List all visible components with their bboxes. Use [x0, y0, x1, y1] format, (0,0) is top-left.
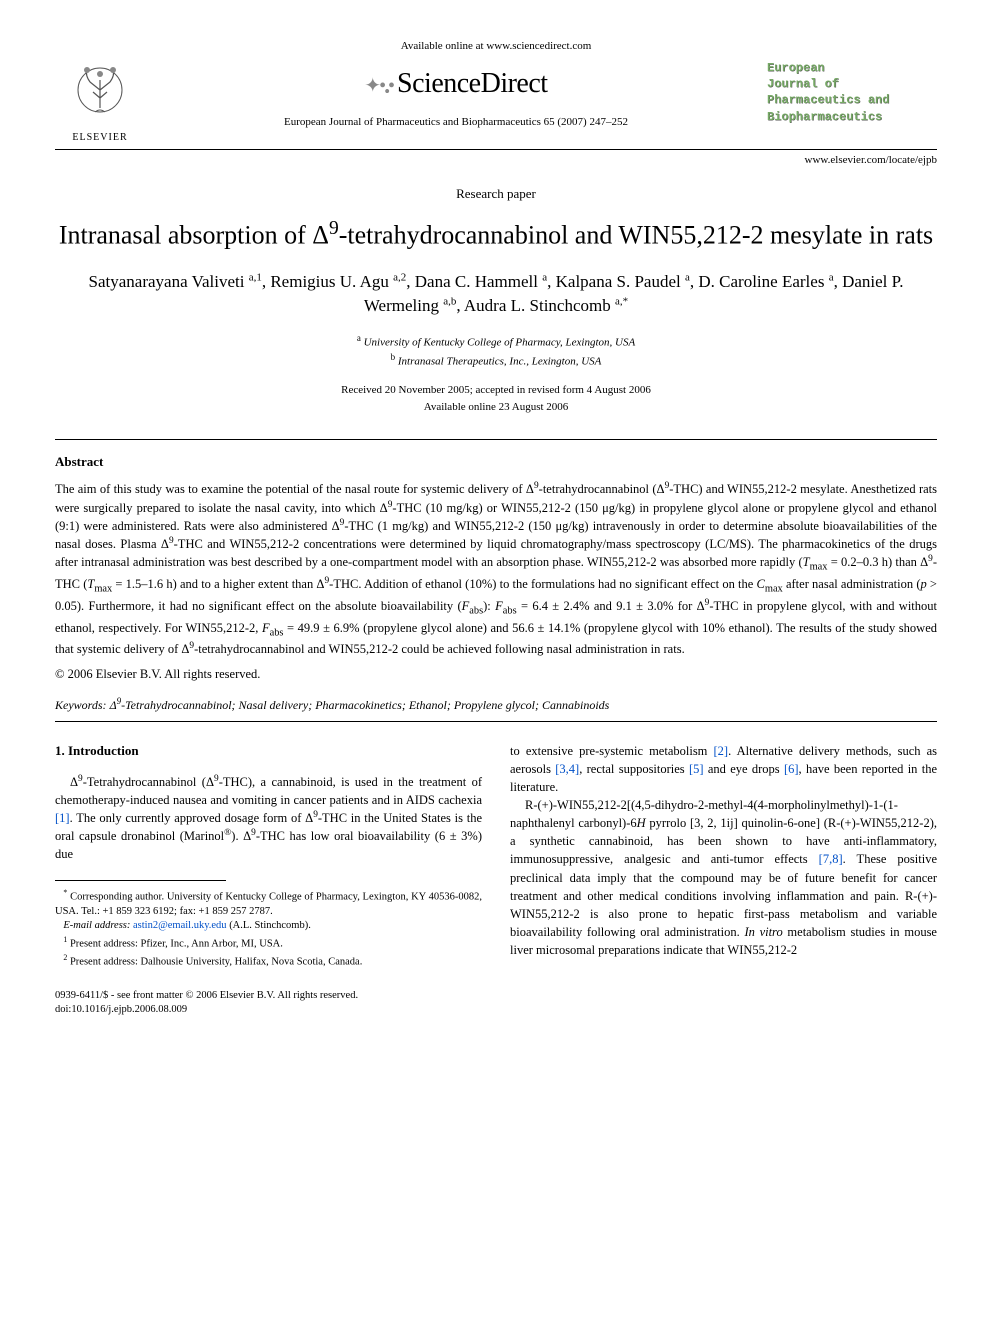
- divider: [55, 721, 937, 722]
- affiliations: a University of Kentucky College of Phar…: [55, 332, 937, 370]
- jb-line: Biopharmaceutics: [767, 109, 937, 125]
- intro-heading: 1. Introduction: [55, 742, 482, 761]
- column-right: to extensive pre-systemic metabolism [2]…: [510, 742, 937, 1018]
- affiliation: a University of Kentucky College of Phar…: [55, 332, 937, 351]
- article-dates: Received 20 November 2005; accepted in r…: [55, 382, 937, 415]
- email-name: (A.L. Stinchcomb).: [229, 920, 311, 931]
- intro-paragraph-cont: to extensive pre-systemic metabolism [2]…: [510, 742, 937, 796]
- front-matter-line: 0939-6411/$ - see front matter © 2006 El…: [55, 989, 482, 1004]
- jb-line: European: [767, 60, 937, 76]
- keywords-list: Δ9-Tetrahydrocannabinol; Nasal delivery;…: [110, 698, 610, 712]
- sd-dots-icon: ✦•••: [364, 75, 393, 97]
- date-line: Received 20 November 2005; accepted in r…: [55, 382, 937, 399]
- paper-title: Intranasal absorption of Δ9-tetrahydroca…: [55, 216, 937, 252]
- authors-list: Satyanarayana Valiveti a,1, Remigius U. …: [55, 270, 937, 318]
- abstract-body: The aim of this study was to examine the…: [55, 480, 937, 658]
- sciencedirect-logo: ✦•••ScienceDirect: [145, 68, 767, 102]
- corresponding-author: * Corresponding author. University of Ke…: [55, 887, 482, 920]
- elsevier-logo: ELSEVIER: [55, 60, 145, 143]
- abstract-copyright: © 2006 Elsevier B.V. All rights reserved…: [55, 667, 937, 682]
- footnote-1: 1 Present address: Pfizer, Inc., Ann Arb…: [55, 934, 482, 952]
- paper-type: Research paper: [55, 186, 937, 202]
- header-row: ELSEVIER ✦•••ScienceDirect European Jour…: [55, 60, 937, 150]
- elsevier-label: ELSEVIER: [72, 132, 127, 143]
- email-label: E-mail address:: [63, 920, 130, 931]
- doi-line: doi:10.1016/j.ejpb.2006.08.009: [55, 1003, 482, 1018]
- keywords: Keywords: Δ9-Tetrahydrocannabinol; Nasal…: [55, 696, 937, 713]
- jb-line: Pharmaceutics and: [767, 92, 937, 108]
- column-left: 1. Introduction Δ9-Tetrahydrocannabinol …: [55, 742, 482, 1018]
- author-email[interactable]: astin2@email.uky.edu: [133, 920, 227, 931]
- center-brand: ✦•••ScienceDirect European Journal of Ph…: [145, 60, 767, 128]
- journal-url[interactable]: www.elsevier.com/locate/ejpb: [55, 154, 937, 166]
- journal-citation: European Journal of Pharmaceutics and Bi…: [145, 116, 767, 128]
- abstract-heading: Abstract: [55, 454, 937, 470]
- elsevier-tree-icon: [65, 60, 135, 130]
- intro-paragraph: Δ9-Tetrahydrocannabinol (Δ9-THC), a cann…: [55, 773, 482, 864]
- footer-copyright: 0939-6411/$ - see front matter © 2006 El…: [55, 989, 482, 1018]
- keywords-label: Keywords:: [55, 698, 107, 712]
- email-line: E-mail address: astin2@email.uky.edu (A.…: [55, 919, 482, 934]
- footnotes: * Corresponding author. University of Ke…: [55, 887, 482, 971]
- body-columns: 1. Introduction Δ9-Tetrahydrocannabinol …: [55, 742, 937, 1018]
- footnote-2: 2 Present address: Dalhousie University,…: [55, 952, 482, 970]
- jb-line: Journal of: [767, 76, 937, 92]
- journal-title-box: European Journal of Pharmaceutics and Bi…: [767, 60, 937, 125]
- date-line: Available online 23 August 2006: [55, 399, 937, 416]
- affiliation: b Intranasal Therapeutics, Inc., Lexingt…: [55, 351, 937, 370]
- footnote-separator: [55, 880, 226, 881]
- intro-paragraph-2: R-(+)-WIN55,212-2[(4,5-dihydro-2-methyl-…: [510, 796, 937, 959]
- divider: [55, 439, 937, 440]
- availability-line: Available online at www.sciencedirect.co…: [55, 40, 937, 52]
